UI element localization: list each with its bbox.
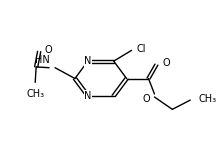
Text: O: O (162, 58, 170, 68)
Text: O: O (143, 94, 150, 104)
Text: CH₃: CH₃ (26, 89, 44, 99)
Text: CH₃: CH₃ (198, 94, 216, 104)
Text: N: N (84, 56, 92, 66)
Text: O: O (44, 45, 52, 55)
Text: Cl: Cl (136, 44, 146, 54)
Text: HN: HN (35, 55, 50, 65)
Text: N: N (84, 91, 92, 101)
